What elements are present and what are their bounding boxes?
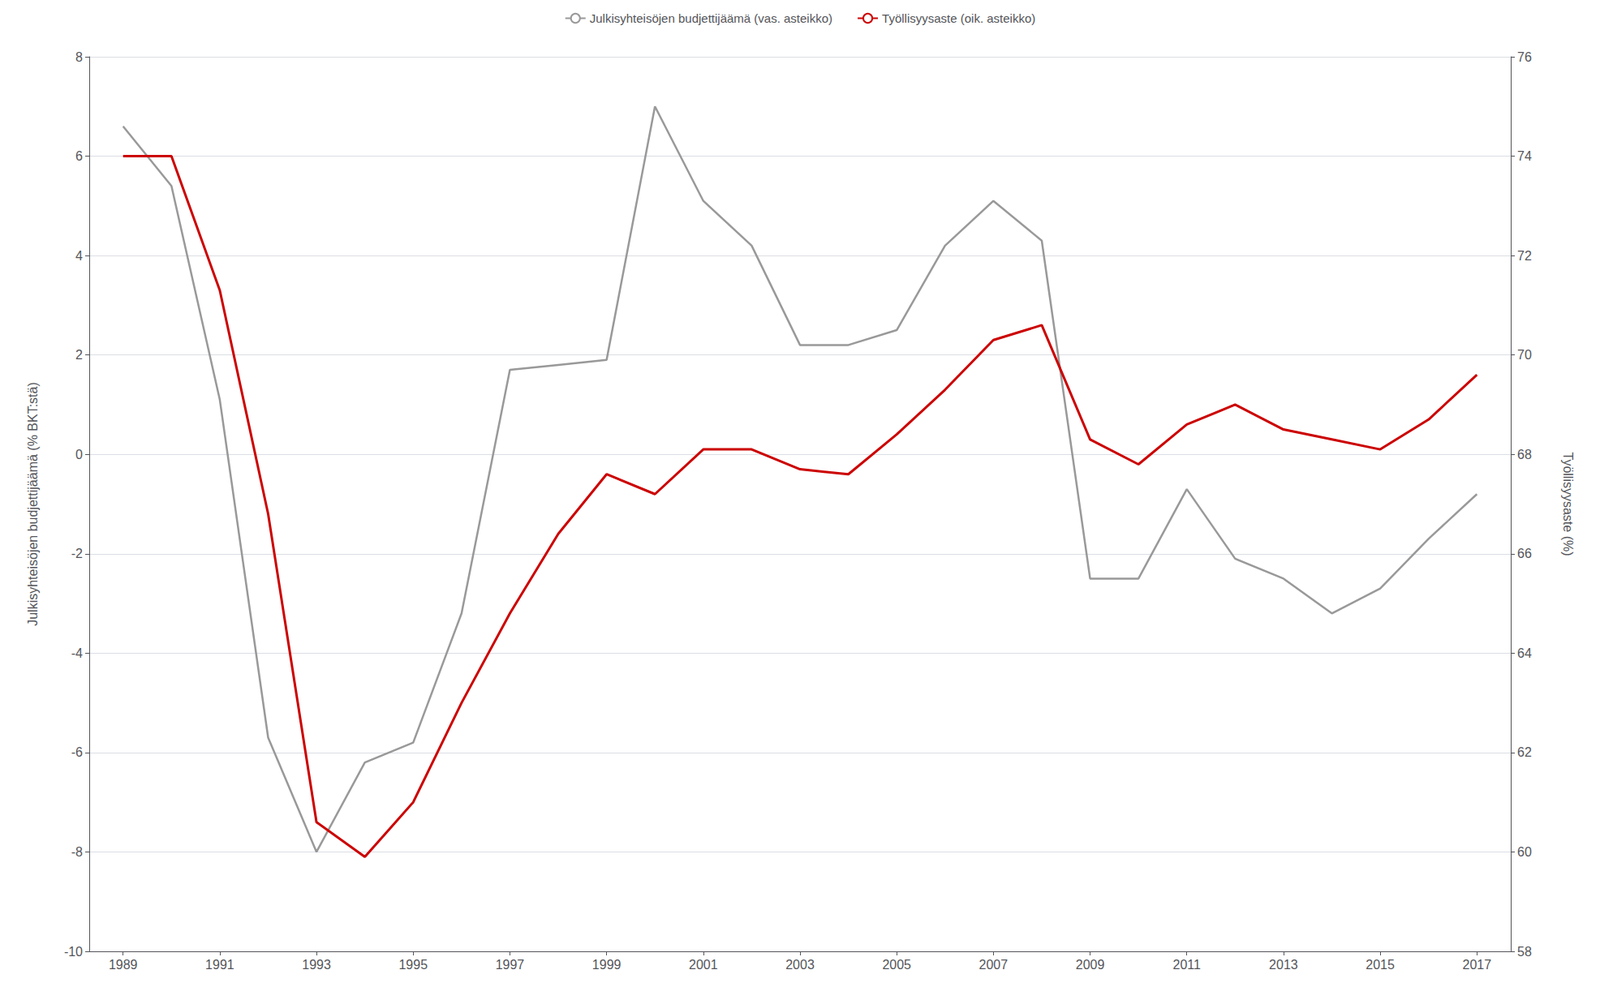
svg-text:1995: 1995 xyxy=(398,958,428,973)
svg-text:68: 68 xyxy=(1517,447,1532,462)
svg-text:0: 0 xyxy=(75,447,83,462)
svg-text:58: 58 xyxy=(1517,945,1532,960)
svg-text:-8: -8 xyxy=(71,845,83,860)
svg-text:-4: -4 xyxy=(71,646,83,661)
svg-text:2007: 2007 xyxy=(979,958,1009,973)
svg-text:1989: 1989 xyxy=(108,958,138,973)
svg-text:Työllisyysaste (%): Työllisyysaste (%) xyxy=(1561,451,1575,556)
svg-text:2005: 2005 xyxy=(881,958,912,973)
svg-text:1997: 1997 xyxy=(495,958,525,973)
svg-text:6: 6 xyxy=(75,149,83,164)
svg-text:2009: 2009 xyxy=(1075,958,1106,973)
svg-text:2011: 2011 xyxy=(1173,958,1202,973)
svg-text:70: 70 xyxy=(1517,348,1532,362)
svg-text:8: 8 xyxy=(75,50,83,65)
svg-text:2: 2 xyxy=(75,348,83,362)
svg-text:-10: -10 xyxy=(64,945,83,960)
svg-text:Julkisyhteisöjen budjettijäämä: Julkisyhteisöjen budjettijäämä (% BKT:st… xyxy=(25,382,40,627)
svg-text:1999: 1999 xyxy=(592,958,622,973)
svg-text:76: 76 xyxy=(1517,50,1532,65)
svg-text:72: 72 xyxy=(1517,249,1532,263)
svg-text:66: 66 xyxy=(1517,546,1532,561)
svg-text:-2: -2 xyxy=(71,546,83,561)
svg-text:4: 4 xyxy=(75,249,83,263)
svg-text:1993: 1993 xyxy=(301,958,332,973)
svg-text:Julkisyhteisöjen budjettijäämä: Julkisyhteisöjen budjettijäämä (vas. ast… xyxy=(589,11,833,26)
svg-text:62: 62 xyxy=(1517,745,1532,760)
svg-text:2015: 2015 xyxy=(1365,958,1395,973)
svg-text:2003: 2003 xyxy=(785,958,815,973)
svg-text:2001: 2001 xyxy=(688,958,719,973)
svg-text:74: 74 xyxy=(1517,149,1532,164)
svg-text:64: 64 xyxy=(1517,646,1532,661)
svg-text:-6: -6 xyxy=(71,745,83,760)
svg-text:60: 60 xyxy=(1517,845,1532,860)
svg-text:2013: 2013 xyxy=(1268,958,1299,973)
svg-text:2017: 2017 xyxy=(1462,958,1492,973)
svg-text:Työllisyysaste (oik. asteikko): Työllisyysaste (oik. asteikko) xyxy=(881,11,1036,26)
svg-text:1991: 1991 xyxy=(205,958,235,973)
